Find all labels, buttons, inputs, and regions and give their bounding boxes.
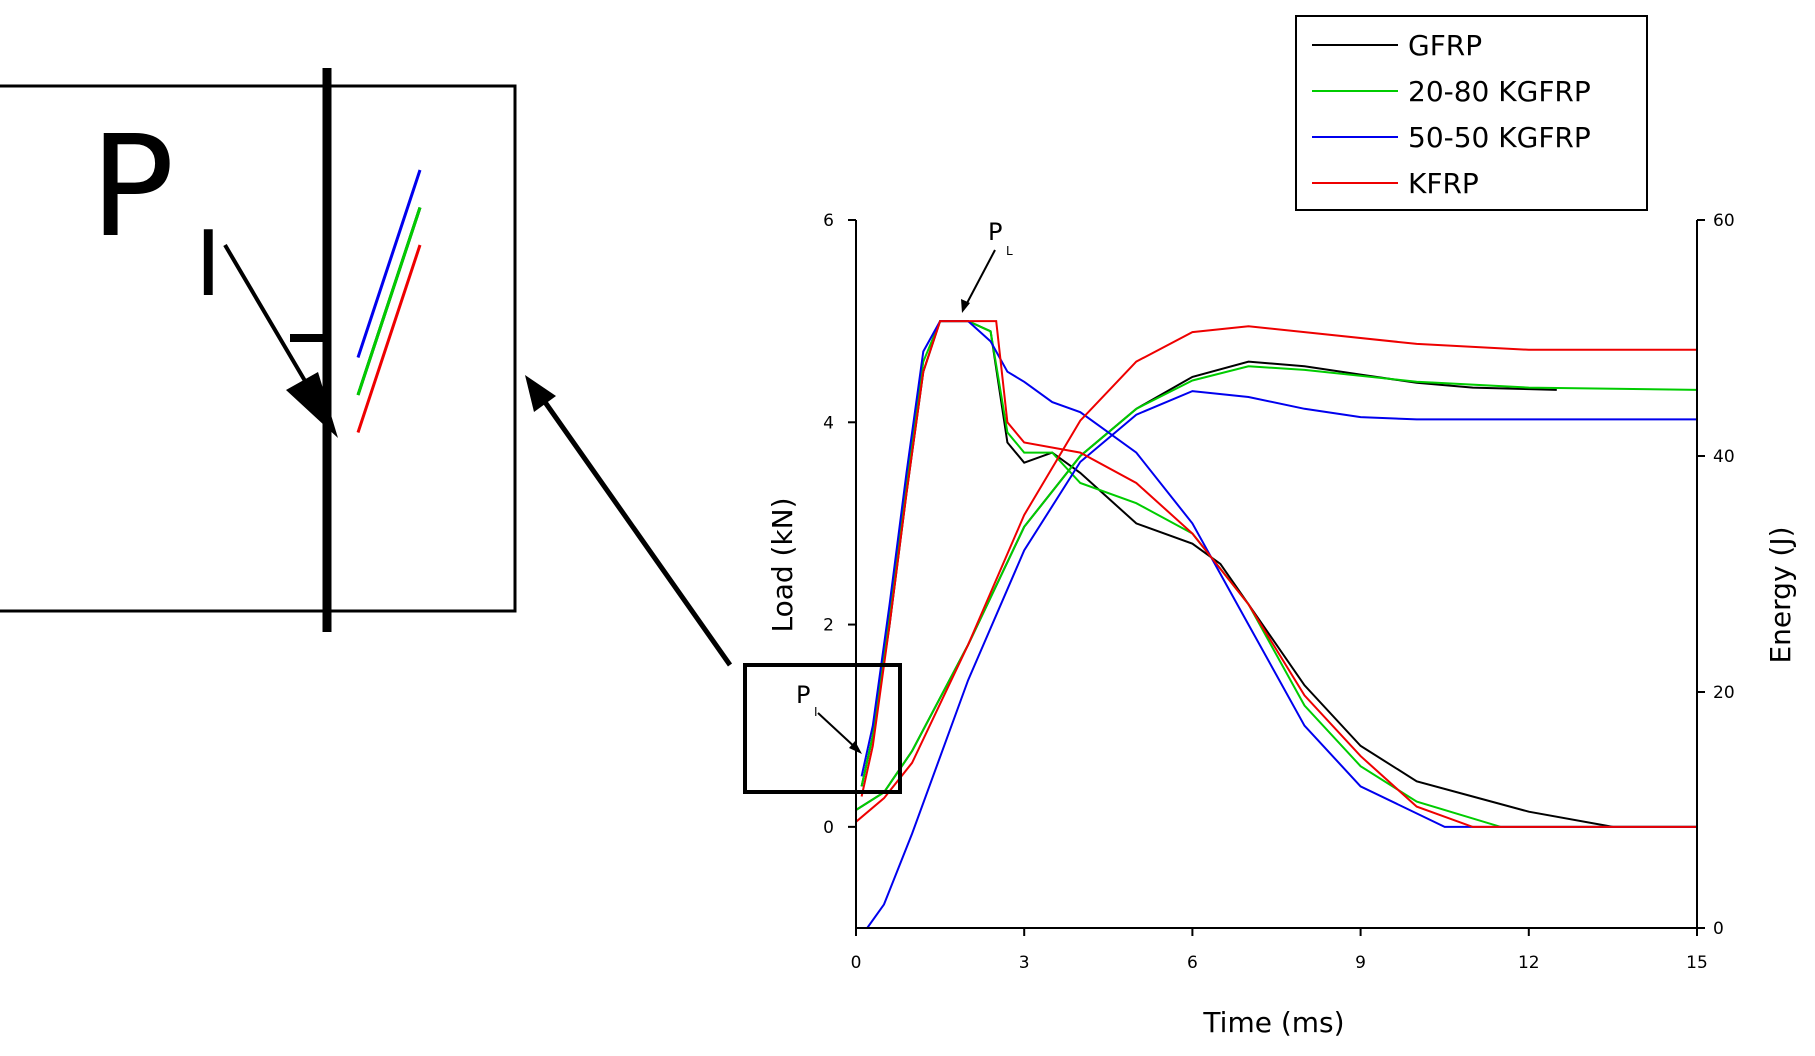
x-tick-label: 9 [1355, 953, 1366, 973]
inset-frame [0, 86, 515, 611]
initiation-arrow [818, 713, 858, 750]
y-right-tick-label: 60 [1713, 211, 1735, 231]
legend-label: 50-50 KGFRP [1408, 121, 1591, 154]
legend: GFRP 20-80 KGFRP 50-50 KGFRP KFRP [1296, 16, 1647, 210]
energy-line-20-80-kgfrp [856, 366, 1697, 810]
y-right-tick-label: 20 [1713, 683, 1735, 703]
load-line-gfrp [862, 321, 1697, 827]
legend-label: 20-80 KGFRP [1408, 75, 1591, 108]
zoom-inset: P I [0, 68, 515, 632]
legend-label: GFRP [1408, 29, 1482, 62]
y-right-tick-label: 0 [1713, 919, 1724, 939]
y-left-tick-label: 0 [823, 818, 834, 838]
y-right-tick-label: 40 [1713, 447, 1735, 467]
y-left-tick-label: 4 [823, 413, 834, 433]
inset-load-line-50-50-kgfrp [358, 170, 420, 358]
initiation-subscript: I [814, 705, 818, 719]
inset-load-line-20-80-kgfrp [358, 208, 420, 396]
zoom-pointer-arrow [540, 395, 730, 665]
inset-load-line-kfrp [358, 245, 420, 433]
x-tick-label: 15 [1686, 953, 1708, 973]
zoom-pointer-arrowhead-icon [525, 375, 556, 412]
peak-arrow [966, 250, 995, 305]
energy-line-gfrp [856, 362, 1557, 810]
inset-initiation-subscript: I [195, 212, 222, 317]
legend-label: KFRP [1408, 167, 1479, 200]
x-tick-label: 6 [1187, 953, 1198, 973]
load-line-50-50-kgfrp [862, 321, 1697, 827]
y-left-axis-title: Load (kN) [766, 497, 799, 632]
x-tick-label: 0 [851, 953, 862, 973]
y-right-axis-title: Energy (J) [1764, 526, 1797, 663]
load-line-20-80-kgfrp [862, 321, 1697, 827]
y-left-tick-label: 6 [823, 211, 834, 231]
zoom-region-box [745, 665, 900, 792]
x-tick-label: 3 [1019, 953, 1030, 973]
load-line-kfrp [862, 321, 1697, 827]
series-curves [856, 321, 1697, 928]
y-left-tick-label: 2 [823, 616, 834, 636]
initiation-label: P [796, 681, 810, 709]
peak-subscript: L [1006, 244, 1013, 258]
energy-line-kfrp [856, 326, 1697, 822]
x-axis-title: Time (ms) [1202, 1006, 1344, 1039]
inset-initiation-label: P [90, 106, 174, 269]
x-tick-label: 12 [1518, 953, 1540, 973]
peak-label: P [988, 218, 1002, 246]
inset-curves [358, 170, 420, 433]
